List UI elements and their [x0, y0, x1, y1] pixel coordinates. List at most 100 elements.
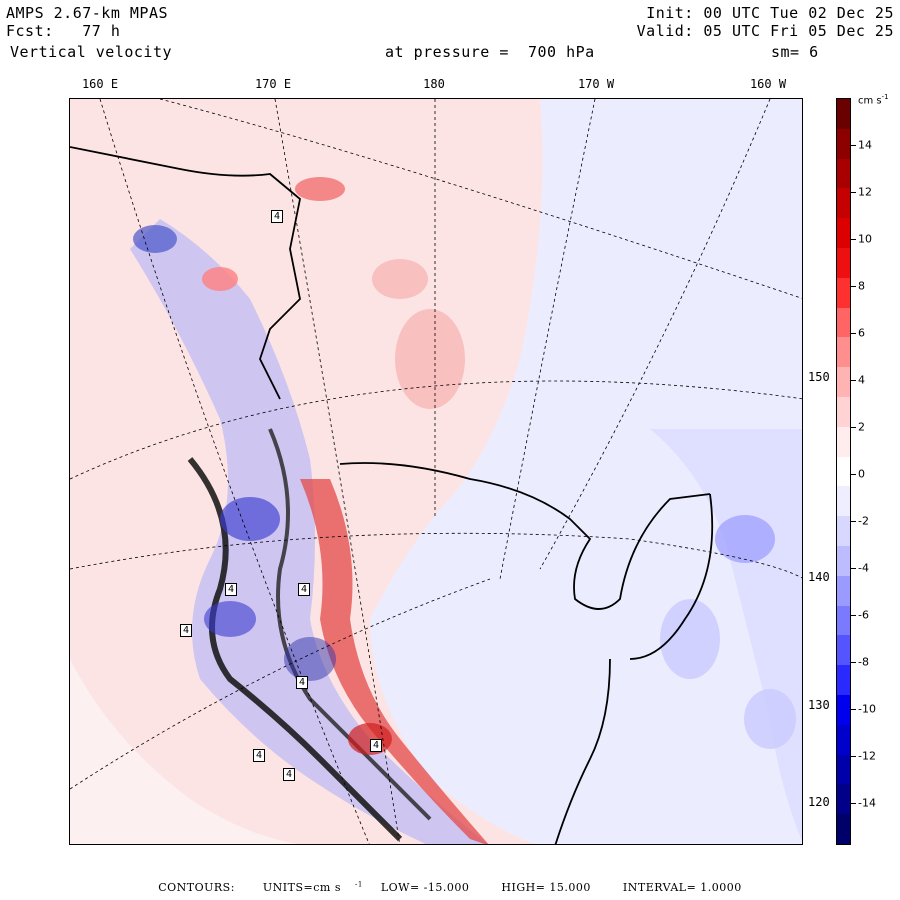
colorbar-tick-mark: [851, 239, 856, 240]
mountain-dark-ridge-2: [268, 428, 432, 821]
colorbar-tick-label: 0: [858, 467, 865, 481]
colorbar-tick-label: 2: [858, 420, 865, 434]
colorbar-tick-label: 14: [858, 138, 872, 152]
colorbar-segment: [837, 635, 850, 666]
contour-label: 4: [283, 768, 296, 781]
colorbar-tick-mark: [851, 756, 856, 757]
contour-label: 4: [225, 583, 238, 596]
colorbar-tick-mark: [851, 568, 856, 569]
pressure-label: at pressure =: [385, 43, 509, 61]
colorbar-tick-label: -10: [858, 702, 876, 716]
colorbar-segment: [837, 426, 850, 458]
colorbar-segment: [837, 307, 850, 338]
colorbar-segment: [837, 516, 850, 547]
transantarctic-band: [130, 219, 488, 844]
colorbar-segment: [837, 575, 850, 607]
colorbar-tick-mark: [851, 803, 856, 804]
colorbar-segment: [837, 218, 850, 249]
contour-label: 4: [298, 583, 311, 596]
lat-label-120w: 120 W: [807, 795, 846, 809]
lon-label-180: 180: [423, 77, 445, 91]
colorbar-tick-label: 8: [858, 279, 865, 293]
colorbar-segment: [837, 397, 850, 428]
fcst-label: Fcst:: [6, 22, 54, 40]
colorbar-segment: [837, 665, 850, 696]
colorbar-segment: [837, 158, 850, 189]
colorbar-segment: [837, 784, 850, 815]
init-time: Init: 00 UTC Tue 02 Dec 25: [646, 4, 894, 22]
contour-high: HIGH= 15.000: [501, 880, 591, 894]
colorbar-segment: [837, 128, 850, 160]
contour-units: UNITS=cm s -1: [262, 880, 363, 894]
fcst-value: 77 h: [82, 22, 121, 40]
colorbar-segment: [837, 456, 850, 487]
lat-label-150w: 150 W: [807, 370, 846, 384]
colorbar-segment: [837, 605, 850, 636]
lon-label-160e: 160 E: [81, 77, 119, 91]
colorbar-tick-mark: [851, 380, 856, 381]
contour-info: CONTOURS: UNITS=cm s -1 LOW= -15.000 HIGH=…: [0, 880, 900, 894]
contour-label: 4: [370, 739, 383, 752]
valid-time: Valid: 05 UTC Fri 05 Dec 25: [636, 22, 894, 40]
colorbar-segment: [837, 486, 850, 517]
colorbar-segment: [837, 248, 850, 279]
variable-name: Vertical velocity: [10, 43, 173, 61]
colorbar-segment: [837, 337, 850, 368]
colorbar-tick-mark: [851, 145, 856, 146]
coastline: [70, 146, 714, 844]
contour-label: 4: [296, 676, 309, 689]
colorbar-segment: [837, 754, 850, 785]
contour-low: LOW= -15.000: [380, 880, 470, 894]
contour-interval: INTERVAL= 1.0000: [622, 880, 742, 894]
colorbar-segment: [837, 188, 850, 219]
colorbar-segment: [837, 724, 850, 756]
lat-label-130: 130: [807, 698, 831, 712]
colorbar-tick-label: 12: [858, 185, 872, 199]
forecast-hour: Fcst: 77 h: [6, 22, 120, 40]
contours-label: CONTOURS:: [158, 880, 235, 894]
lat-label-140w: 140 W: [807, 570, 846, 584]
smoothing-value: sm= 6: [771, 43, 819, 61]
colorbar-segment: [837, 814, 850, 845]
colorbar-tick-label: 6: [858, 326, 865, 340]
contour-label: 4: [253, 749, 266, 762]
colorbar-tick-label: -12: [858, 749, 876, 763]
colorbar-tick-label: -6: [858, 608, 869, 622]
colorbar-tick-mark: [851, 521, 856, 522]
colorbar-tick-mark: [851, 662, 856, 663]
colorbar-tick-mark: [851, 427, 856, 428]
mountain-red-ridge: [300, 479, 489, 844]
colorbar-tick-label: -8: [858, 655, 869, 669]
colorbar-segment: [837, 99, 850, 130]
contour-label: 4: [180, 624, 193, 637]
colorbar-segment: [837, 546, 850, 577]
colorbar-segment: [837, 367, 850, 398]
lon-label-160w: 160 W: [749, 77, 787, 91]
colorbar-tick-mark: [851, 474, 856, 475]
colorbar-units: cm s-1: [858, 93, 889, 107]
pressure-level: at pressure = 700 hPa: [385, 43, 595, 61]
lon-label-170e: 170 E: [254, 77, 292, 91]
model-title: AMPS 2.67-km MPAS: [6, 4, 169, 22]
colorbar-tick-label: -14: [858, 796, 876, 810]
colorbar-tick-label: -4: [858, 561, 869, 575]
pressure-value: 700 hPa: [527, 43, 595, 61]
colorbar-tick-label: 10: [858, 232, 872, 246]
contour-label: 4: [271, 210, 284, 223]
ice-shelf-region: [70, 659, 297, 844]
colorbar-tick-label: 4: [858, 373, 865, 387]
lon-label-170w: 170 W: [577, 77, 615, 91]
colorbar-tick-mark: [851, 333, 856, 334]
map-panel: 4 4 4 4 4 4 4 4: [69, 98, 803, 845]
graticule: [70, 99, 802, 844]
colorbar-tick-mark: [851, 192, 856, 193]
colorbar-tick-mark: [851, 709, 856, 710]
mountain-dark-ridge: [187, 457, 403, 842]
colorbar-segment: [837, 277, 850, 309]
colorbar-tick-mark: [851, 615, 856, 616]
vertical-velocity-map: [70, 99, 802, 844]
colorbar: [836, 98, 851, 845]
colorbar-segment: [837, 695, 850, 726]
colorbar-tick-label: -2: [858, 514, 869, 528]
colorbar-tick-mark: [851, 286, 856, 287]
